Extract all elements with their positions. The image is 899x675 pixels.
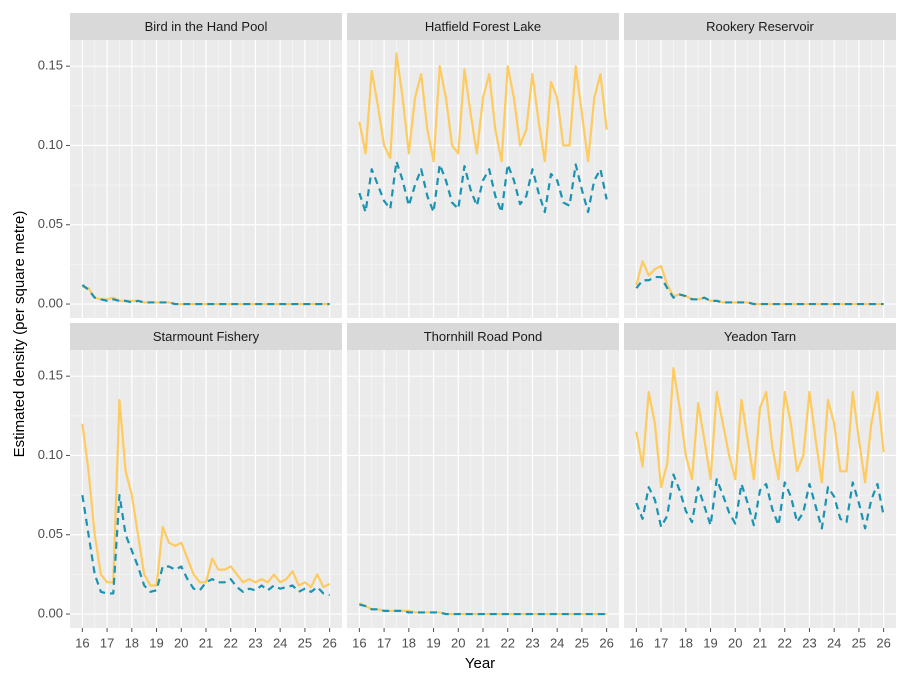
x-tick-label: 26 [599,635,613,650]
y-tick-label: 0.15 [38,58,63,73]
strip [624,323,896,350]
x-tick-label: 25 [852,635,866,650]
strip [70,323,342,350]
y-tick-label: 0.05 [38,526,63,541]
strip [70,13,342,40]
x-tick-label: 23 [802,635,816,650]
x-tick-label: 19 [703,635,717,650]
series-line [81,398,331,589]
x-tick-label: 17 [654,635,668,650]
y-tick-label: 0.00 [38,295,63,310]
facet-title: Yeadon Tarn [724,329,796,344]
panel-content [624,40,896,318]
panel-content [624,350,896,628]
x-tick-label: 17 [100,635,114,650]
y-tick-label: 0.10 [38,137,63,152]
x-tick-label: 24 [273,635,287,650]
x-tick-label: 23 [248,635,262,650]
x-tick-label: 26 [322,635,336,650]
strip [624,13,896,40]
series-line [359,603,607,616]
strip [347,13,619,40]
x-tick-label: 18 [125,635,139,650]
x-tick-label: 20 [174,635,188,650]
panel-content [70,350,342,628]
x-tick-label: 17 [377,635,391,650]
series-line [635,473,885,530]
x-tick-label: 21 [199,635,213,650]
series-line [635,367,885,489]
x-tick-label: 18 [679,635,693,650]
panel-content [347,350,619,628]
x-tick-label: 16 [629,635,643,650]
y-tick-label: 0.10 [38,447,63,462]
facet-title: Hatfield Forest Lake [425,19,541,34]
y-tick-label: 0.05 [38,216,63,231]
x-tick-label: 18 [402,635,416,650]
strip [347,323,619,350]
facet-title: Starmount Fishery [153,329,260,344]
facet-title: Thornhill Road Pond [424,329,543,344]
x-tick-label: 19 [149,635,163,650]
y-tick-label: 0.00 [38,605,63,620]
y-tick-label: 0.15 [38,368,63,383]
facet-title: Rookery Reservoir [706,19,814,34]
series-line [635,260,884,306]
x-tick-label: 25 [298,635,312,650]
x-tick-label: 21 [753,635,767,650]
x-tick-label: 24 [550,635,564,650]
x-tick-label: 26 [876,635,890,650]
facet-title: Bird in the Hand Pool [145,19,268,34]
x-tick-label: 22 [777,635,791,650]
x-tick-label: 16 [352,635,366,650]
x-tick-label: 24 [827,635,841,650]
panel-content [70,40,342,318]
x-tick-label: 25 [575,635,589,650]
y-axis-title: Estimated density (per square metre) [11,211,28,458]
x-tick-label: 23 [525,635,539,650]
x-tick-label: 22 [223,635,237,650]
series-line [82,285,330,306]
x-tick-label: 21 [476,635,490,650]
x-axis-title: Year [465,655,495,672]
series-line [358,52,608,163]
panel-content [347,40,619,318]
x-tick-label: 19 [426,635,440,650]
x-tick-label: 22 [500,635,514,650]
x-tick-label: 20 [451,635,465,650]
x-tick-label: 20 [728,635,742,650]
series-line [358,160,608,214]
x-tick-label: 16 [75,635,89,650]
